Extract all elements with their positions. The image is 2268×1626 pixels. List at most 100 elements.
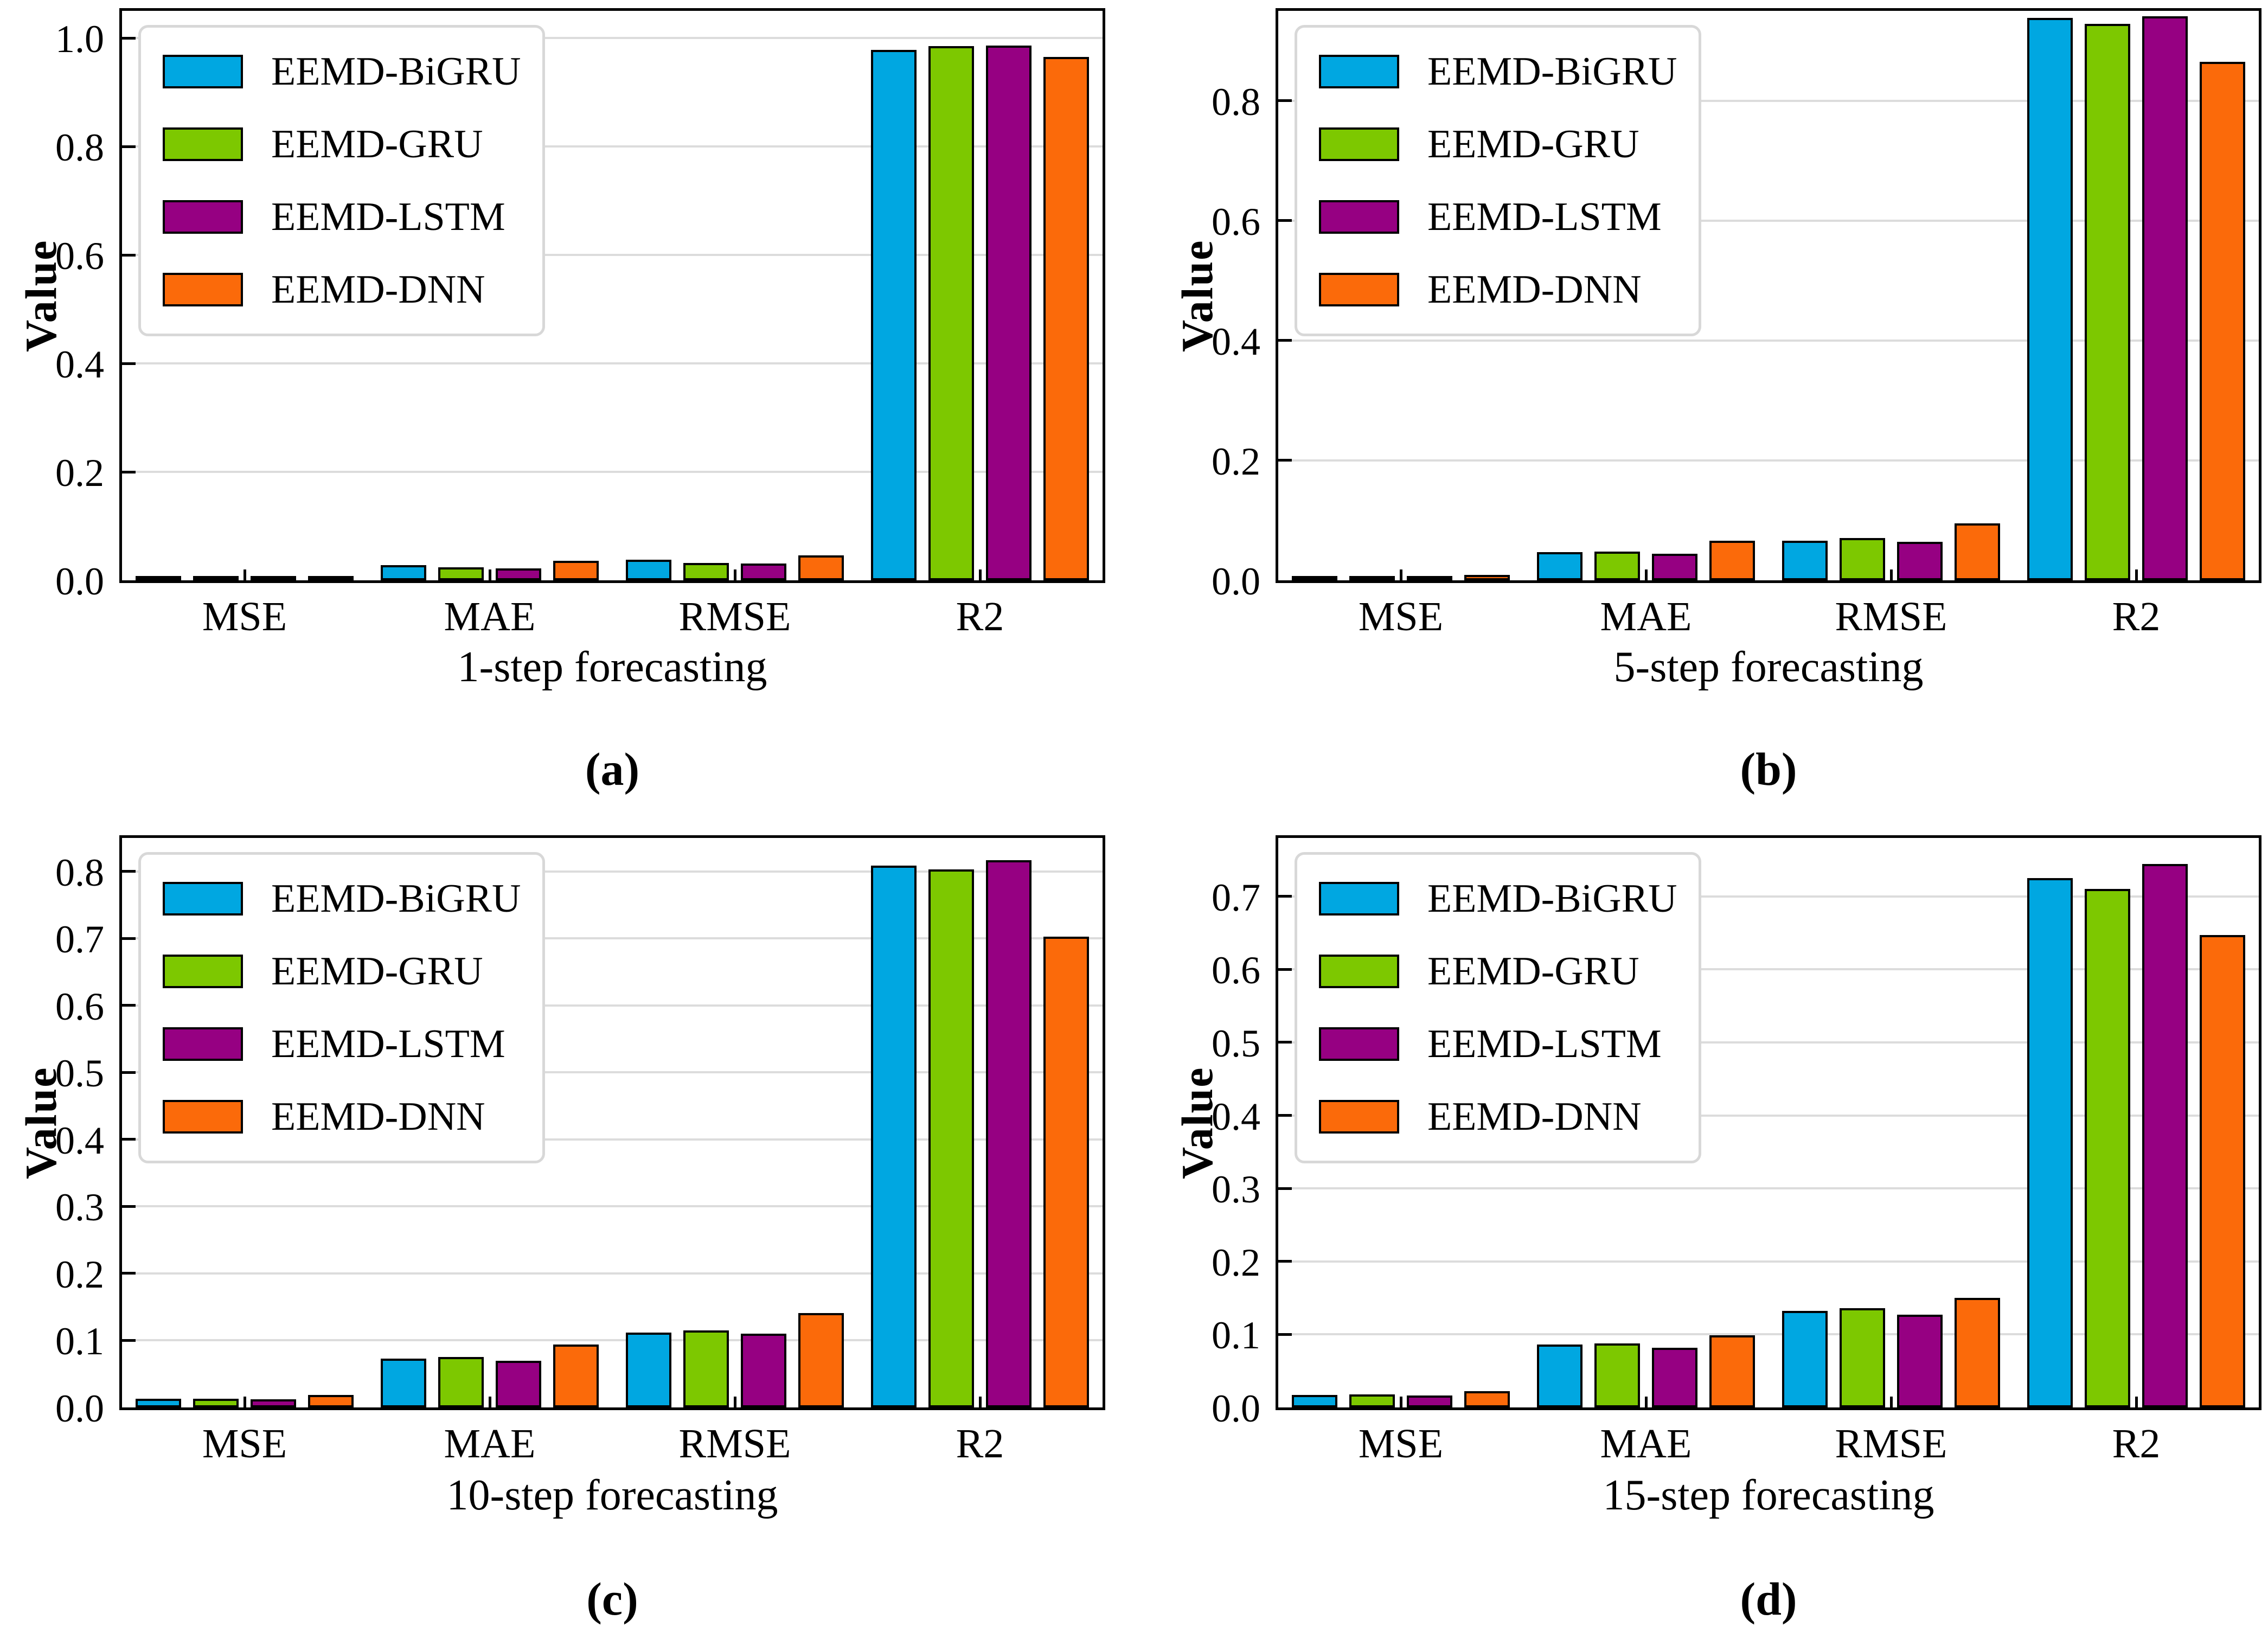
bar-EEMD-DNN-MAE <box>1709 1335 1755 1407</box>
legend: EEMD-BiGRU EEMD-GRU EEMD-LSTM EEMD-DNN <box>1295 852 1702 1163</box>
bar-EEMD-BiGRU-MAE <box>1537 1345 1583 1407</box>
panel-label: (a) <box>585 743 640 795</box>
legend-label: EEMD-DNN <box>271 267 485 312</box>
legend-item: EEMD-LSTM <box>163 197 521 237</box>
legend-item: EEMD-DNN <box>1319 270 1677 310</box>
bar-EEMD-DNN-R2 <box>2200 935 2245 1407</box>
bar-EEMD-BiGRU-R2 <box>2027 878 2073 1407</box>
gridline <box>1278 99 2259 102</box>
y-tick-mark <box>119 1272 136 1275</box>
legend-item: EEMD-DNN <box>1319 1097 1677 1137</box>
y-tick-mark <box>1276 459 1292 462</box>
legend-item: EEMD-GRU <box>163 124 521 164</box>
bar-EEMD-LSTM-R2 <box>2142 864 2188 1407</box>
y-tick-label: 0.4 <box>1212 1094 1260 1138</box>
panel-label: (c) <box>586 1573 638 1625</box>
gridline <box>122 1205 1103 1208</box>
bar-EEMD-LSTM-MAE <box>496 1360 541 1407</box>
plot-area: EEMD-BiGRU EEMD-GRU EEMD-LSTM EEMD-DNN <box>1276 8 2261 583</box>
legend-swatch <box>1319 273 1399 306</box>
y-tick-label: 0.8 <box>55 126 104 169</box>
legend-item: EEMD-BiGRU <box>1319 52 1677 92</box>
y-tick-label: 0.1 <box>55 1320 104 1363</box>
legend-item: EEMD-BiGRU <box>163 52 521 92</box>
bar-EEMD-GRU-MSE <box>193 1398 239 1407</box>
y-tick-mark <box>1276 1041 1292 1044</box>
bar-EEMD-GRU-RMSE <box>683 1330 729 1407</box>
bar-EEMD-GRU-R2 <box>928 46 974 580</box>
gridline <box>122 37 1103 39</box>
legend-label: EEMD-LSTM <box>271 195 505 239</box>
y-tick-mark <box>119 1071 136 1074</box>
y-tick-mark <box>1276 1260 1292 1263</box>
bar-EEMD-DNN-RMSE <box>798 1313 844 1407</box>
gridline <box>1278 968 2259 971</box>
x-tick-mark <box>488 1397 491 1407</box>
legend-label: EEMD-BiGRU <box>271 876 521 921</box>
bar-EEMD-LSTM-R2 <box>2142 16 2188 580</box>
gridline <box>122 937 1103 940</box>
bar-EEMD-BiGRU-MSE <box>136 1398 181 1407</box>
legend-item: EEMD-GRU <box>163 951 521 991</box>
y-tick-mark <box>1276 1187 1292 1190</box>
x-tick-label: MSE <box>1358 1421 1444 1467</box>
bar-EEMD-GRU-RMSE <box>1840 1308 1885 1407</box>
bar-EEMD-LSTM-MAE <box>1652 1347 1697 1407</box>
legend-item: EEMD-LSTM <box>163 1024 521 1064</box>
x-tick-mark <box>2135 1397 2138 1407</box>
bar-EEMD-BiGRU-MSE <box>136 576 181 580</box>
x-axis-label: 10-step forecasting <box>446 1471 778 1519</box>
chart-panel-d: Value EEMD-BiGRU EEMD-GRU EEMD-LSTM EEMD-DN… <box>1156 814 2268 1625</box>
y-tick-mark <box>119 36 136 40</box>
gridline <box>1278 219 2259 222</box>
legend-swatch <box>163 955 243 988</box>
legend-label: EEMD-LSTM <box>1427 1022 1662 1066</box>
legend: EEMD-BiGRU EEMD-GRU EEMD-LSTM EEMD-DNN <box>138 852 546 1163</box>
bar-EEMD-BiGRU-MAE <box>1537 552 1583 580</box>
chart-panel-b: Value EEMD-BiGRU EEMD-GRU EEMD-LSTM EEMD-DN… <box>1156 0 2268 807</box>
legend-item: EEMD-DNN <box>163 270 521 310</box>
bar-EEMD-BiGRU-MSE <box>1292 576 1337 580</box>
bar-EEMD-GRU-MSE <box>1349 1394 1395 1407</box>
x-tick-label: MSE <box>202 594 287 639</box>
bar-EEMD-GRU-RMSE <box>683 563 729 580</box>
gridline <box>1278 459 2259 462</box>
bar-EEMD-GRU-MAE <box>1594 1343 1640 1407</box>
legend-label: EEMD-LSTM <box>1427 195 1662 239</box>
y-tick-label: 0.7 <box>1212 875 1260 919</box>
bar-EEMD-BiGRU-RMSE <box>1782 541 1828 580</box>
gridline <box>1278 895 2259 898</box>
x-tick-label: MAE <box>1600 1421 1692 1467</box>
x-tick-label: MAE <box>444 594 536 639</box>
gridline <box>122 471 1103 473</box>
plot-area: EEMD-BiGRU EEMD-GRU EEMD-LSTM EEMD-DNN <box>119 835 1105 1410</box>
legend-swatch <box>1319 55 1399 88</box>
chart-panel-c: Value EEMD-BiGRU EEMD-GRU EEMD-LSTM EEMD-DN… <box>0 814 1112 1625</box>
bar-EEMD-DNN-RMSE <box>1955 1298 2000 1407</box>
bar-EEMD-LSTM-MAE <box>1652 554 1697 580</box>
bar-EEMD-DNN-MAE <box>553 1344 599 1407</box>
gridline <box>122 1272 1103 1275</box>
bar-EEMD-LSTM-MSE <box>251 1399 296 1407</box>
x-tick-mark <box>978 1397 982 1407</box>
y-tick-label: 0.3 <box>55 1186 104 1230</box>
y-tick-mark <box>119 1004 136 1007</box>
legend-label: EEMD-BiGRU <box>1427 49 1677 94</box>
legend-swatch <box>1319 882 1399 916</box>
legend-swatch <box>163 273 243 306</box>
y-tick-label: 0.4 <box>55 1118 104 1162</box>
y-tick-label: 0.6 <box>1212 949 1260 993</box>
x-tick-mark <box>1399 569 1402 580</box>
legend-item: EEMD-BiGRU <box>163 879 521 919</box>
x-tick-mark <box>978 569 982 580</box>
legend-label: EEMD-BiGRU <box>1427 876 1677 921</box>
y-tick-label: 0.2 <box>55 451 104 495</box>
bar-EEMD-LSTM-RMSE <box>741 1334 786 1407</box>
legend-label: EEMD-GRU <box>1427 122 1639 167</box>
legend-item: EEMD-GRU <box>1319 124 1677 164</box>
x-tick-label: MSE <box>1358 594 1444 639</box>
legend-swatch <box>163 127 243 161</box>
y-tick-mark <box>119 145 136 148</box>
legend: EEMD-BiGRU EEMD-GRU EEMD-LSTM EEMD-DNN <box>138 25 546 336</box>
x-tick-label: RMSE <box>1835 594 1947 639</box>
